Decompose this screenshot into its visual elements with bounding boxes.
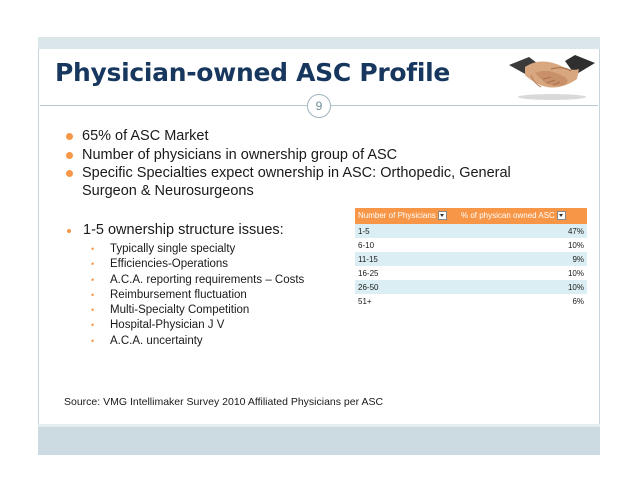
list-item-text: A.C.A. reporting requirements – Costs: [110, 273, 305, 286]
bullet-dot-icon: [66, 170, 73, 177]
table-header-row: Number of Physicians % of physican owned…: [355, 208, 587, 224]
sub-bullet-icon: •: [91, 335, 95, 346]
bullet-market-share: 65% of ASC Market: [66, 128, 566, 146]
table-row: 26-50 10%: [355, 280, 587, 294]
table-cell: 1-5: [355, 224, 458, 238]
physician-ownership-table: Number of Physicians % of physican owned…: [355, 208, 587, 308]
bullet-text: Number of physicians in ownership group …: [82, 146, 398, 163]
table-row: 6-10 10%: [355, 238, 587, 252]
list-item-text: Typically single specialty: [110, 243, 236, 255]
main-bullet-list: 65% of ASC Market Number of physicians i…: [66, 128, 566, 201]
filter-dropdown-icon[interactable]: [556, 210, 566, 220]
table-row: 51+ 6%: [355, 294, 587, 308]
filter-dropdown-icon[interactable]: [437, 210, 447, 220]
bullet-dot-icon: [66, 151, 73, 159]
list-item: • Efficiencies-Operations: [91, 257, 356, 272]
ownership-issues: 1-5 ownership structure issues: • Typical…: [66, 221, 356, 349]
issues-heading: 1-5 ownership structure issues:: [66, 221, 356, 239]
table-cell: 26-50: [355, 280, 458, 294]
list-item: • Typically single specialty: [91, 242, 356, 257]
table-cell: 47%: [458, 224, 587, 238]
bullet-text: 65% of ASC Market: [82, 128, 209, 144]
list-item: • Hospital-Physician J V: [91, 318, 356, 333]
bullet-specialties: Specific Specialties expect ownership in…: [66, 165, 566, 200]
table-cell: 16-25: [355, 266, 458, 280]
table-cell: 10%: [458, 280, 587, 294]
table-row: 11-15 9%: [355, 252, 587, 266]
list-item-text: Reimbursement fluctuation: [110, 288, 247, 301]
page-number-badge: 9: [307, 94, 331, 118]
slide-title: Physician-owned ASC Profile: [55, 58, 451, 87]
table-cell: 6-10: [355, 238, 458, 252]
column-header-percent[interactable]: % of physican owned ASC: [458, 208, 587, 224]
list-item-text: A.C.A. uncertainty: [110, 334, 203, 347]
sub-bullet-icon: •: [91, 289, 95, 300]
table-cell: 10%: [458, 238, 587, 252]
bullet-text: Specific Specialties expect ownership in…: [82, 165, 511, 199]
bullet-physician-count: Number of physicians in ownership group …: [66, 147, 566, 165]
source-citation: Source: VMG Intellimaker Survey 2010 Aff…: [64, 396, 384, 408]
sub-bullet-icon: •: [91, 259, 95, 270]
table-row: 1-5 47%: [355, 224, 587, 238]
list-item: • A.C.A. reporting requirements – Costs: [91, 273, 356, 288]
table-cell: 9%: [458, 252, 587, 266]
issues-heading-text: 1-5 ownership structure issues:: [83, 222, 284, 238]
slide-top-band: [38, 37, 600, 49]
bullet-dot-icon: [66, 133, 73, 140]
list-item: • A.C.A. uncertainty: [91, 334, 356, 349]
bullet-dot-icon: [67, 229, 71, 233]
sub-bullet-icon: •: [91, 274, 95, 285]
table-cell: 11-15: [355, 252, 458, 266]
table-cell: 10%: [458, 266, 587, 280]
slide-bottom-accent: [38, 424, 600, 427]
column-header-physicians[interactable]: Number of Physicians: [355, 208, 458, 224]
table-row: 16-25 10%: [355, 266, 587, 280]
column-header-text: Number of Physicians: [358, 211, 436, 221]
list-item: • Multi-Specialty Competition: [91, 303, 356, 318]
issues-sub-list: • Typically single specialty • Efficiencie…: [66, 242, 356, 349]
sub-bullet-icon: •: [91, 244, 95, 254]
list-item: • Reimbursement fluctuation: [91, 288, 356, 303]
sub-bullet-icon: •: [91, 305, 95, 316]
sub-bullet-icon: •: [91, 320, 95, 331]
table-cell: 51+: [355, 294, 458, 308]
table-cell: 6%: [458, 294, 587, 308]
slide-bottom-band: [38, 427, 600, 455]
list-item-text: Efficiencies-Operations: [110, 258, 229, 271]
handshake-icon: [509, 55, 595, 100]
list-item-text: Hospital-Physician J V: [110, 319, 225, 332]
column-header-text: % of physican owned ASC: [461, 211, 555, 221]
list-item-text: Multi-Specialty Competition: [110, 304, 250, 317]
